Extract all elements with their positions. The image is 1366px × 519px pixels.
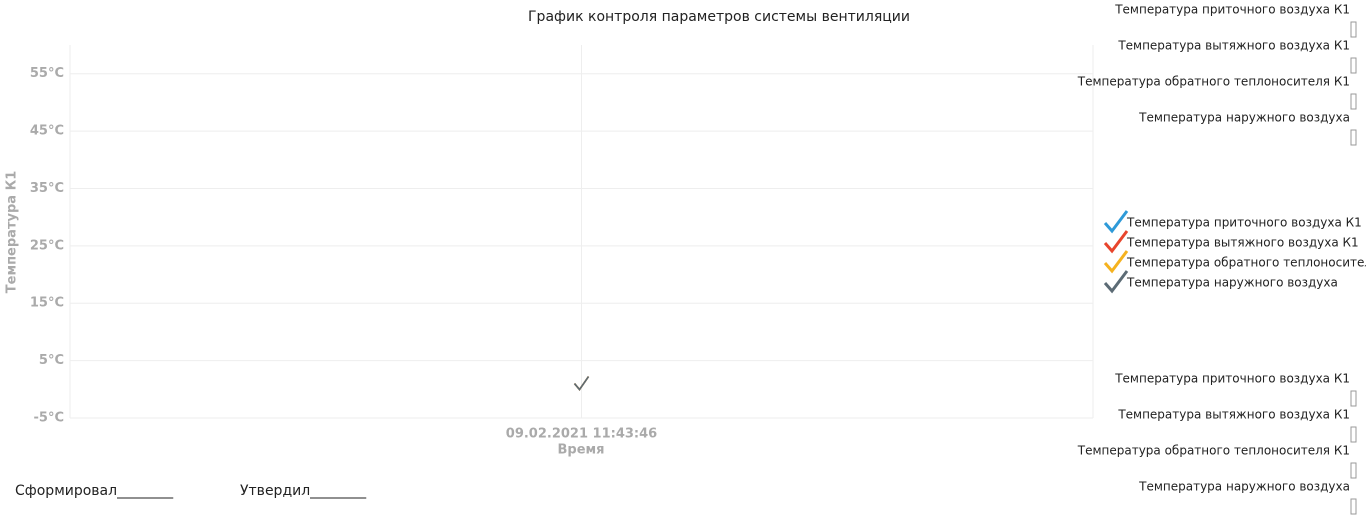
y-tick-label: 25°C <box>30 238 64 253</box>
legend-marker <box>1103 230 1129 254</box>
footer-text: Сформировал________ <box>15 483 174 499</box>
data-point <box>573 376 590 391</box>
y-tick-label: -5°C <box>34 411 64 426</box>
panel-checkbox <box>1350 21 1357 38</box>
y-axis-label: Температура К1 <box>5 171 20 293</box>
panel-checkbox <box>1350 57 1357 74</box>
x-tick-label: 09.02.2021 11:43:46 <box>506 427 657 442</box>
panel-label: Температура вытяжного воздуха К1 <box>1117 408 1350 422</box>
y-tick-label: 55°C <box>30 66 64 81</box>
x-axis-label: Время <box>557 443 604 458</box>
y-tick-label: 35°C <box>30 181 64 196</box>
legend-label: Температура обратного теплоносителя К1 <box>1126 256 1366 270</box>
legend-label: Температура приточного воздуха К1 <box>1126 216 1362 230</box>
legend-label: Температура наружного воздуха <box>1126 276 1338 290</box>
y-tick-label: 45°C <box>30 124 64 139</box>
panel-checkbox <box>1350 462 1357 479</box>
panel-checkbox <box>1350 390 1357 407</box>
y-tick-label: 5°C <box>39 353 64 368</box>
panel-checkbox <box>1350 426 1357 443</box>
panel-label: Температура наружного воздуха <box>1138 111 1350 125</box>
legend-marker <box>1103 270 1129 294</box>
chart-title: График контроля параметров системы венти… <box>528 9 910 25</box>
footer-text: Утвердил________ <box>240 483 367 499</box>
panel-label: Температура приточного воздуха К1 <box>1114 372 1350 386</box>
panel-label: Температура обратного теплоносителя К1 <box>1077 444 1350 458</box>
panel-label: Температура вытяжного воздуха К1 <box>1117 39 1350 53</box>
legend-marker <box>1103 250 1129 274</box>
panel-checkbox <box>1350 498 1357 515</box>
panel-checkbox <box>1350 129 1357 146</box>
y-tick-label: 15°C <box>30 296 64 311</box>
panel-label: Температура обратного теплоносителя К1 <box>1077 75 1350 89</box>
panel-checkbox <box>1350 93 1357 110</box>
legend-marker <box>1103 210 1129 234</box>
legend-label: Температура вытяжного воздуха К1 <box>1126 236 1359 250</box>
panel-label: Температура приточного воздуха К1 <box>1114 3 1350 17</box>
panel-label: Температура наружного воздуха <box>1138 480 1350 494</box>
